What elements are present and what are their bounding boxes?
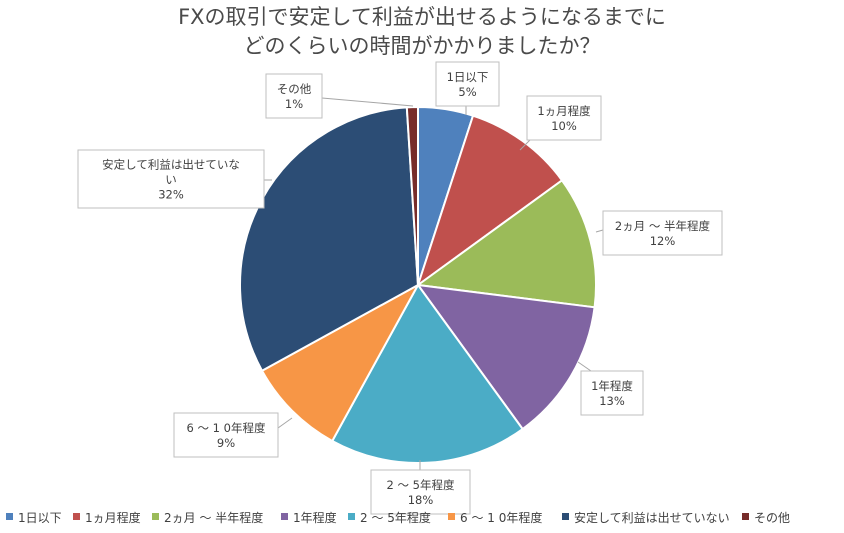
pie-slice-4 <box>415 283 596 431</box>
callout-leader-8 <box>321 97 414 107</box>
legend-swatch <box>562 513 569 520</box>
legend-label: 2ヵ月 ～ 半年程度 <box>164 510 263 525</box>
legend-label: 1ヵ月程度 <box>85 510 141 525</box>
callout-value-label: 13% <box>599 394 625 408</box>
callout-category-label: 2ヵ月 ～ 半年程度 <box>615 219 711 233</box>
callout-box <box>173 412 279 458</box>
callout-value-label: 18% <box>408 493 434 507</box>
callout-leader-3 <box>595 229 604 233</box>
legend-swatch <box>6 513 13 520</box>
legend-label: 安定して利益は出せていない <box>574 510 730 525</box>
callout-leader-6 <box>277 417 293 429</box>
legend-label: 1日以下 <box>18 511 62 525</box>
legend-swatch <box>73 513 80 520</box>
legend-swatch <box>152 513 159 520</box>
chart-title-line-1: FXの取引で安定して利益が出せるようになるまでに <box>178 5 666 29</box>
pie-slice-6 <box>260 282 421 443</box>
legend-item-8: その他 <box>742 511 790 525</box>
pie-slice-3 <box>415 178 597 309</box>
legend-label: その他 <box>754 511 790 525</box>
callout-leader-4 <box>577 361 592 372</box>
callout-category-label: 1ヵ月程度 <box>537 104 591 118</box>
callout-category-label: 1年程度 <box>591 379 633 393</box>
legend-item-3: 2ヵ月 ～ 半年程度 <box>152 510 263 525</box>
callout-value-label: 12% <box>650 234 676 248</box>
callout-leader-2 <box>519 139 531 151</box>
legend-label: 1年程度 <box>293 510 337 525</box>
legend-item-7: 安定して利益は出せていない <box>562 510 730 525</box>
pie-slice-8 <box>405 105 419 286</box>
callout-category-label: 安定して利益は出せていな <box>102 158 240 172</box>
callout-value-label: 32% <box>158 188 184 202</box>
pie-slices <box>239 105 597 464</box>
callout-box <box>77 149 265 209</box>
callout-value-label: 5% <box>458 85 476 99</box>
callout-box <box>526 95 602 141</box>
legend-swatch <box>348 513 355 520</box>
legend: 1日以下 1ヵ月程度 2ヵ月 ～ 半年程度 1年程度 2 ～ 5年程度 6 ～ 1 0年程… <box>6 510 790 525</box>
callout-category-label: 1日以下 <box>447 70 489 84</box>
callout-box <box>602 210 723 256</box>
legend-item-1: 1日以下 <box>6 511 62 525</box>
legend-swatch <box>448 513 455 520</box>
legend-swatch <box>281 513 288 520</box>
callout-box <box>370 469 471 515</box>
callout-category-label: 6 ～ 1 0年程度 <box>187 421 266 435</box>
pie-slice-5 <box>330 283 525 464</box>
pie-slice-2 <box>416 114 564 288</box>
callout-leader-lines <box>264 97 604 470</box>
legend-item-6: 6 ～ 1 0年程度 <box>448 510 542 525</box>
callout-value-label: 10% <box>551 119 577 133</box>
callout-category-label: い <box>165 173 177 187</box>
callout-category-label: その他 <box>277 82 312 96</box>
chart-title: FXの取引で安定して利益が出せるようになるまでに どのくらいの時間がかかりました… <box>178 5 666 58</box>
callout-category-label: 2 ～ 5年程度 <box>387 478 455 492</box>
callout-box <box>580 370 644 416</box>
callout-value-label: 1% <box>285 97 303 111</box>
legend-item-5: 2 ～ 5年程度 <box>348 510 431 525</box>
callout-value-label: 9% <box>217 436 235 450</box>
legend-swatch <box>742 513 749 520</box>
chart-title-line-2: どのくらいの時間がかかりましたか？ <box>244 34 601 58</box>
legend-label: 6 ～ 1 0年程度 <box>460 510 542 525</box>
callout-box <box>265 73 323 119</box>
legend-item-4: 1年程度 <box>281 510 337 525</box>
legend-label: 2 ～ 5年程度 <box>360 510 431 525</box>
callout-box <box>435 61 500 107</box>
legend-item-2: 1ヵ月程度 <box>73 510 141 525</box>
